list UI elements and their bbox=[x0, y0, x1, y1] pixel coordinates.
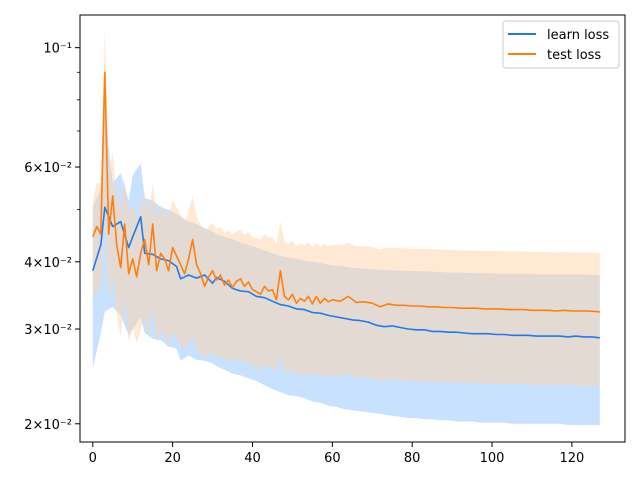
legend-box bbox=[502, 20, 620, 69]
line-test-loss bbox=[92, 71, 600, 313]
plot-frame bbox=[79, 14, 626, 443]
line-learn-loss bbox=[92, 206, 600, 339]
y-tick-label: 6×10⁻² bbox=[24, 161, 72, 176]
x-tick-label: 80 bbox=[404, 451, 421, 466]
y-tick-label: 2×10⁻² bbox=[24, 418, 72, 433]
y-tick-label: 4×10⁻² bbox=[24, 256, 72, 271]
y-tick-label: 10⁻¹ bbox=[43, 42, 72, 57]
confidence-bands bbox=[92, 29, 600, 426]
legend-label-learn-loss: learn loss bbox=[547, 28, 609, 43]
x-axis-ticks: 0 20 40 60 80 100 120 bbox=[89, 442, 584, 466]
band-test-loss bbox=[92, 29, 600, 387]
x-tick-label: 100 bbox=[480, 451, 505, 466]
y-tick-label: 3×10⁻² bbox=[24, 323, 72, 338]
series-lines bbox=[92, 71, 600, 339]
x-tick-label: 0 bbox=[89, 451, 97, 466]
legend: learn loss test loss bbox=[502, 20, 620, 69]
y-axis-ticks: 2×10⁻² 3×10⁻² 4×10⁻² 6×10⁻² 10⁻¹ bbox=[24, 42, 80, 433]
x-tick-label: 20 bbox=[164, 451, 181, 466]
x-tick-label: 120 bbox=[559, 451, 584, 466]
x-tick-label: 40 bbox=[244, 451, 261, 466]
x-tick-label: 60 bbox=[324, 451, 341, 466]
legend-label-test-loss: test loss bbox=[547, 48, 601, 63]
